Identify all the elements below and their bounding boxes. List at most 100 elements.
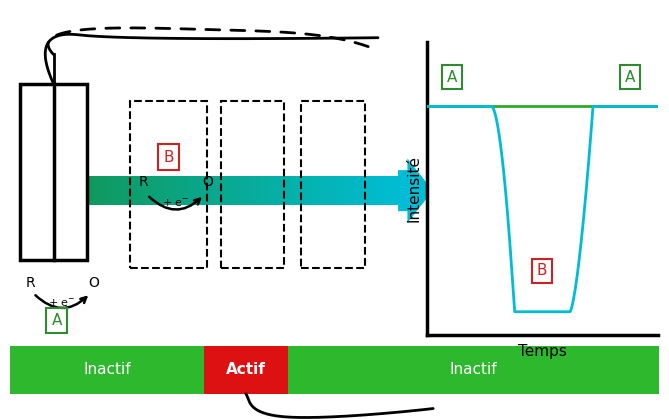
Bar xyxy=(347,176,352,205)
Bar xyxy=(196,176,201,205)
Bar xyxy=(165,176,169,205)
Text: + e$^{-}$: + e$^{-}$ xyxy=(161,198,189,209)
Bar xyxy=(288,346,659,394)
Bar xyxy=(126,176,130,205)
Bar xyxy=(324,176,328,205)
Bar xyxy=(383,176,387,205)
Text: + e$^{-}$: + e$^{-}$ xyxy=(47,298,76,309)
Bar xyxy=(363,176,368,205)
Bar xyxy=(242,176,247,205)
Bar xyxy=(114,176,119,205)
Bar xyxy=(203,176,208,205)
Bar xyxy=(173,176,177,205)
Bar xyxy=(138,176,142,205)
Bar xyxy=(184,176,189,205)
FancyArrow shape xyxy=(398,158,433,223)
Bar xyxy=(254,176,259,205)
Bar xyxy=(207,176,212,205)
Bar xyxy=(274,176,278,205)
Text: A: A xyxy=(625,70,635,85)
Bar xyxy=(141,176,146,205)
Bar xyxy=(204,346,288,394)
Bar xyxy=(130,176,134,205)
Bar xyxy=(219,176,223,205)
Bar xyxy=(371,176,375,205)
Bar xyxy=(87,176,92,205)
Text: O: O xyxy=(202,175,213,189)
Bar xyxy=(95,176,99,205)
Bar xyxy=(10,346,204,394)
Bar xyxy=(153,176,158,205)
Bar xyxy=(340,176,345,205)
Bar xyxy=(394,176,399,205)
Bar xyxy=(231,176,235,205)
Bar xyxy=(130,101,207,268)
Bar xyxy=(304,176,309,205)
Y-axis label: Intensité: Intensité xyxy=(406,155,421,222)
Bar xyxy=(246,176,251,205)
Text: O: O xyxy=(88,276,99,290)
X-axis label: Temps: Temps xyxy=(518,344,567,359)
Bar xyxy=(375,176,379,205)
Bar xyxy=(312,176,317,205)
Bar xyxy=(102,176,107,205)
Bar xyxy=(258,176,263,205)
Bar xyxy=(332,176,337,205)
Bar xyxy=(161,176,165,205)
Bar xyxy=(293,176,298,205)
Text: B: B xyxy=(163,150,174,165)
Bar xyxy=(134,176,138,205)
Bar xyxy=(387,176,391,205)
Text: A: A xyxy=(447,70,458,85)
Bar xyxy=(308,176,313,205)
Text: R: R xyxy=(139,175,149,189)
Bar xyxy=(320,176,325,205)
Bar xyxy=(192,176,197,205)
Bar xyxy=(285,176,290,205)
Bar xyxy=(262,176,266,205)
Text: B: B xyxy=(537,263,547,278)
Bar xyxy=(211,176,216,205)
Bar xyxy=(266,176,270,205)
Bar xyxy=(359,176,364,205)
Bar xyxy=(227,176,231,205)
Bar xyxy=(149,176,154,205)
Bar xyxy=(91,176,96,205)
Bar xyxy=(367,176,371,205)
Bar xyxy=(289,176,294,205)
Bar xyxy=(157,176,161,205)
Bar xyxy=(223,176,227,205)
Bar xyxy=(122,176,126,205)
Text: Actif: Actif xyxy=(226,362,266,377)
Text: A: A xyxy=(52,313,62,328)
Bar xyxy=(297,176,302,205)
Bar xyxy=(301,101,365,268)
Text: Inactif: Inactif xyxy=(83,362,131,377)
Bar xyxy=(301,176,305,205)
Bar xyxy=(390,176,395,205)
Bar xyxy=(221,101,284,268)
Text: Inactif: Inactif xyxy=(450,362,497,377)
Bar xyxy=(188,176,193,205)
Bar xyxy=(355,176,360,205)
Bar xyxy=(118,176,122,205)
Bar xyxy=(250,176,255,205)
Bar xyxy=(282,176,286,205)
Bar xyxy=(316,176,321,205)
Bar xyxy=(180,176,185,205)
Bar xyxy=(98,176,103,205)
Bar xyxy=(328,176,332,205)
Bar xyxy=(110,176,115,205)
Bar xyxy=(351,176,356,205)
Bar xyxy=(239,176,244,205)
Bar xyxy=(235,176,240,205)
Bar xyxy=(200,176,204,205)
Bar xyxy=(215,176,220,205)
Bar xyxy=(145,176,150,205)
Bar xyxy=(106,176,111,205)
Bar xyxy=(20,84,87,260)
Bar xyxy=(379,176,383,205)
Text: R: R xyxy=(25,276,35,290)
Bar xyxy=(344,176,348,205)
Bar xyxy=(169,176,173,205)
